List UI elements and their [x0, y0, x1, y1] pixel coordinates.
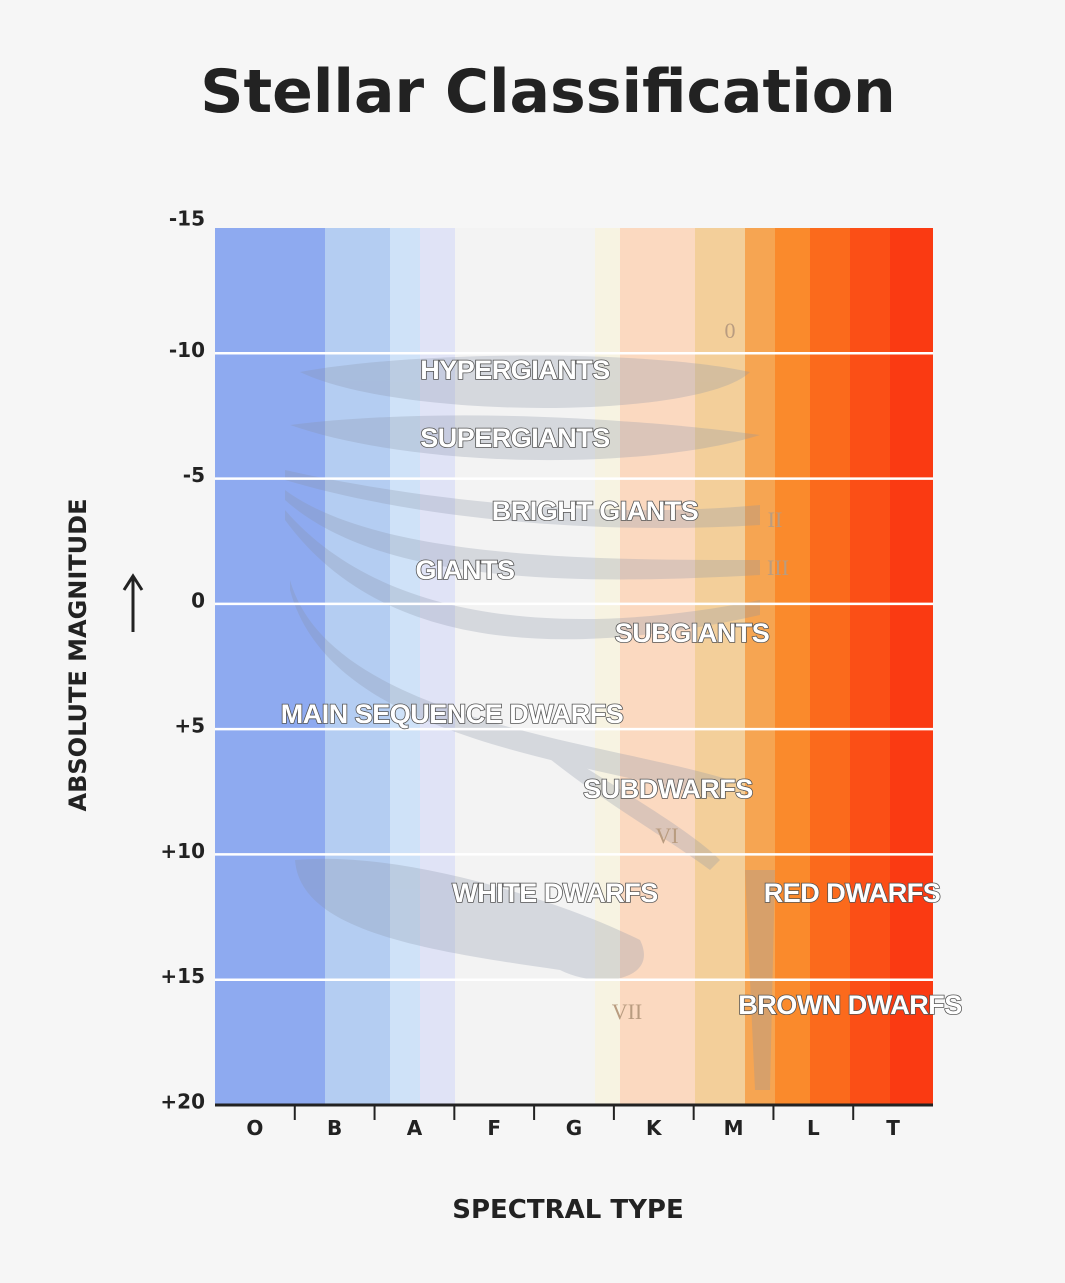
region-label: BROWN DWARFS — [738, 990, 961, 1020]
region-label: MAIN SEQUENCE DWARFS — [281, 699, 624, 729]
luminosity-class: III — [767, 555, 789, 580]
y-axis-label: ABSOLUTE MAGNITUDE — [64, 499, 92, 812]
diagram: Stellar Classification ABSOLUTE MAGNITUD… — [0, 0, 1065, 1283]
region-label: HYPERGIANTS — [420, 355, 610, 385]
x-tick-label: L — [807, 1116, 820, 1140]
region-label: BRIGHT GIANTS — [492, 496, 699, 526]
x-tick-label: G — [566, 1116, 582, 1140]
y-tick-label: +10 — [160, 839, 205, 863]
luminosity-class: 0 — [725, 318, 736, 343]
x-tick-label: F — [487, 1116, 501, 1140]
luminosity-class: II — [768, 507, 783, 532]
x-tick-label: A — [407, 1116, 423, 1140]
region-label: SUBDWARFS — [583, 774, 753, 804]
x-tick-label: T — [886, 1116, 900, 1140]
x-tick-label: K — [646, 1116, 663, 1140]
x-tick-label: O — [246, 1116, 263, 1140]
x-tick-label: B — [327, 1116, 342, 1140]
luminosity-class: VII — [612, 999, 643, 1024]
luminosity-class: VI — [655, 823, 678, 848]
y-tick-label: +20 — [160, 1090, 205, 1114]
y-tick-label: +15 — [160, 964, 205, 988]
x-tick-label: M — [724, 1116, 744, 1140]
title: Stellar Classification — [200, 57, 895, 127]
region-label: SUPERGIANTS — [420, 423, 610, 453]
y-tick-label: 0 — [191, 588, 205, 612]
y-tick-label: -5 — [183, 463, 205, 487]
y-tick-label: -10 — [169, 338, 205, 362]
region-label: RED DWARFS — [764, 878, 941, 908]
region-label: SUBGIANTS — [615, 618, 770, 648]
x-axis-label: SPECTRAL TYPE — [452, 1195, 684, 1225]
region-label: WHITE DWARFS — [452, 878, 657, 908]
y-tick-label: -15 — [169, 207, 205, 231]
region-label: GIANTS — [415, 555, 514, 585]
y-tick-label: +5 — [174, 714, 205, 738]
